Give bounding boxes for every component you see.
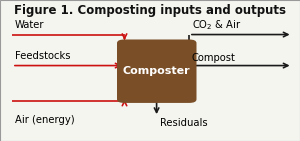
Text: CO$_2$ & Air: CO$_2$ & Air bbox=[192, 18, 242, 32]
Text: Feedstocks: Feedstocks bbox=[15, 51, 70, 61]
FancyBboxPatch shape bbox=[117, 39, 196, 103]
Text: Figure 1. Composting inputs and outputs: Figure 1. Composting inputs and outputs bbox=[14, 4, 286, 17]
Text: Air (energy): Air (energy) bbox=[15, 115, 75, 125]
Text: Residuals: Residuals bbox=[160, 118, 207, 128]
Text: Compost: Compost bbox=[192, 53, 236, 63]
Text: Water: Water bbox=[15, 20, 44, 30]
Text: Composter: Composter bbox=[123, 66, 190, 76]
